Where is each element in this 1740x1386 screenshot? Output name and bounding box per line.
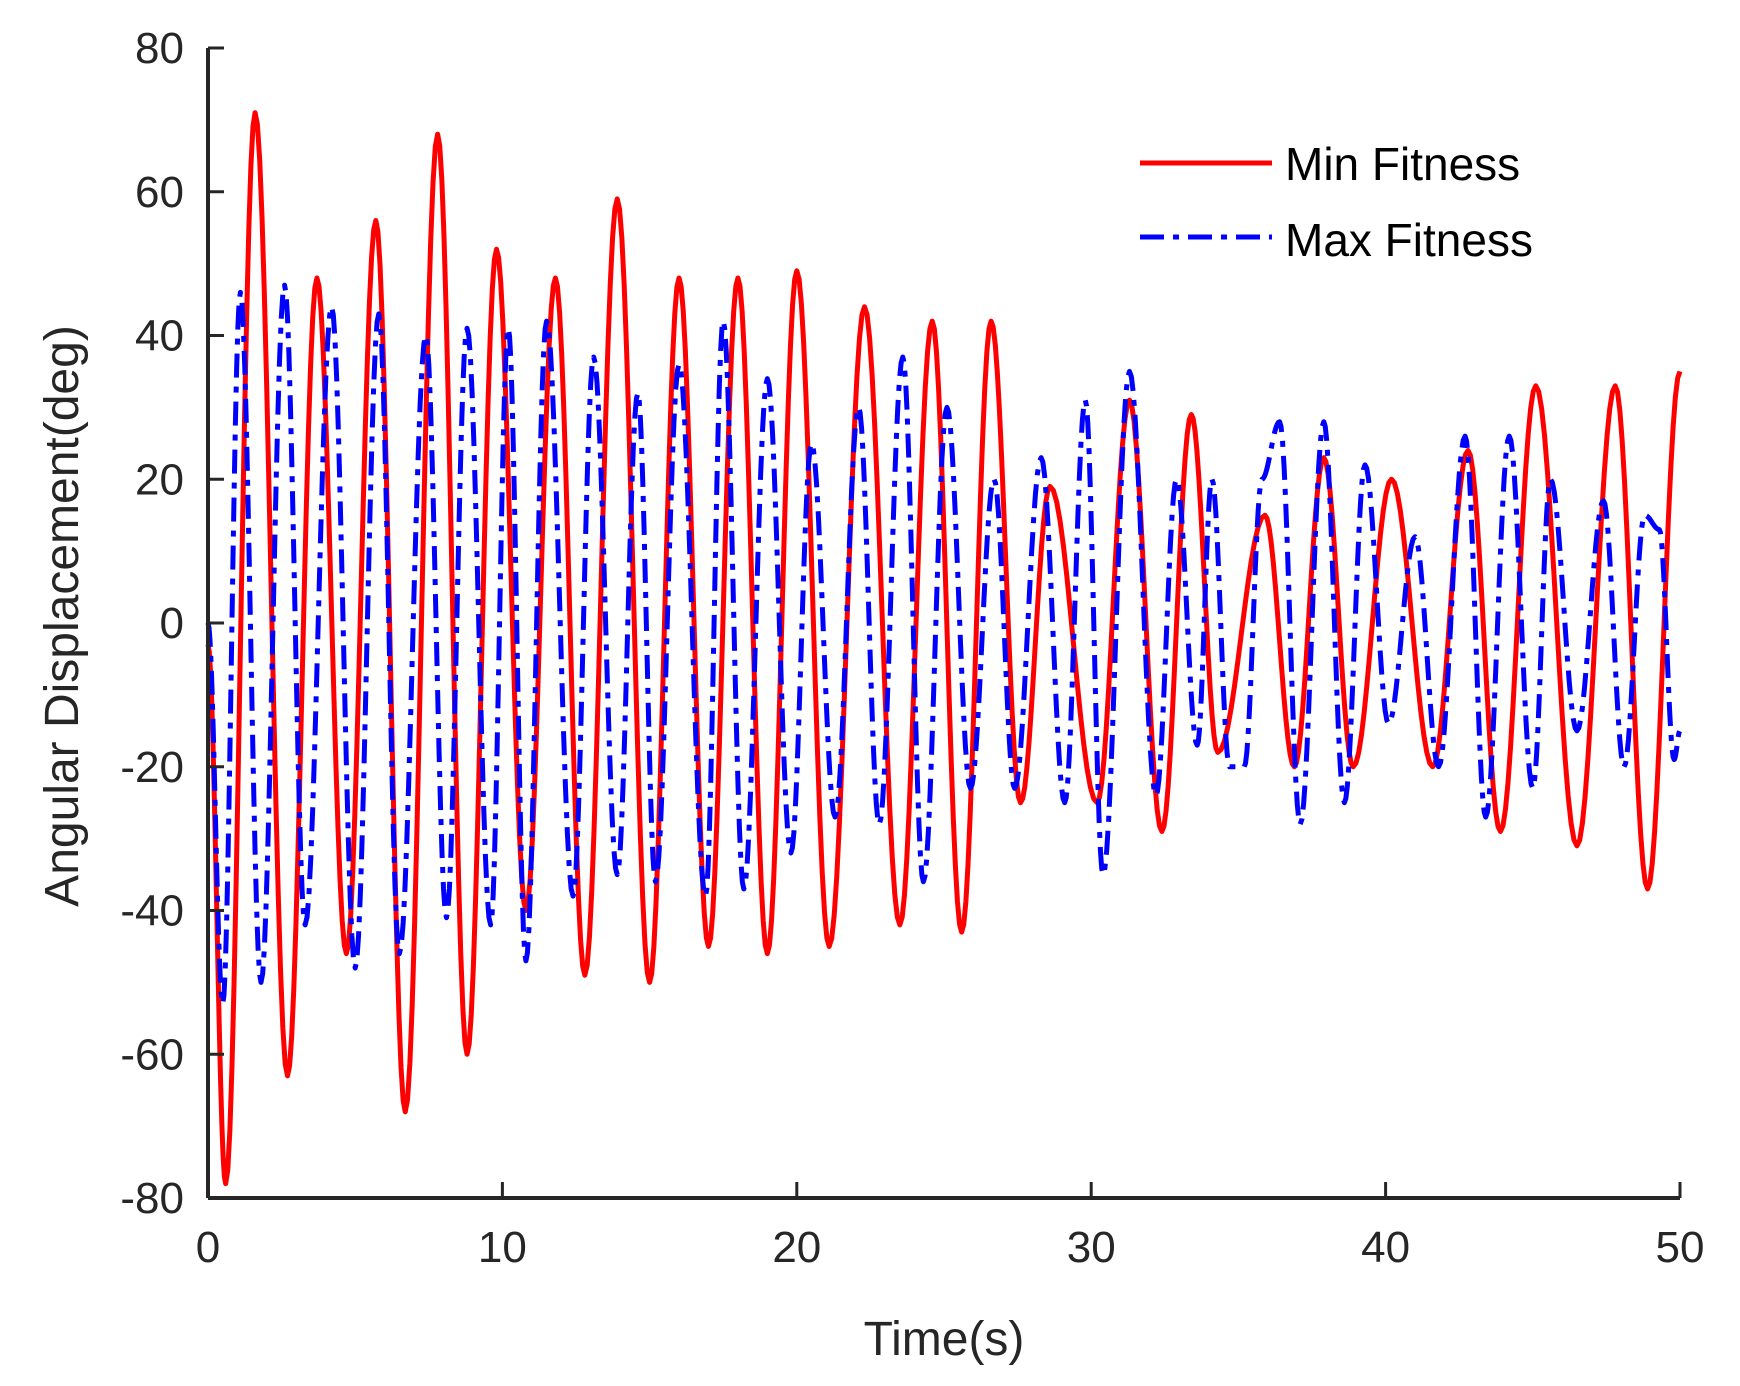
y-tick-label: 0 bbox=[160, 599, 184, 648]
series-line-max-fitness bbox=[205, 282, 1683, 1007]
y-tick-label: 20 bbox=[135, 455, 184, 504]
x-tick-label: 0 bbox=[196, 1223, 220, 1272]
y-tick-label: 40 bbox=[135, 312, 184, 361]
y-tick-label: -20 bbox=[120, 743, 184, 792]
x-tick-label: 20 bbox=[772, 1223, 821, 1272]
y-tick-label: 80 bbox=[135, 24, 184, 73]
y-tick-label: -80 bbox=[120, 1174, 184, 1223]
y-tick-label: -60 bbox=[120, 1030, 184, 1079]
y-tick-label: 60 bbox=[135, 168, 184, 217]
series-line-min-fitness bbox=[205, 110, 1683, 1187]
x-tick-label: 40 bbox=[1361, 1223, 1410, 1272]
plot-area: 0 10 20 30 40 50 80 60 40 20 0 -20 -40 -60 -80 bbox=[120, 24, 1704, 1272]
legend-label-min-fitness: Min Fitness bbox=[1285, 138, 1520, 190]
y-axis-title: Angular Displacement(deg) bbox=[36, 325, 89, 907]
series-layer bbox=[205, 110, 1683, 1187]
legend: Min Fitness Max Fitness bbox=[1140, 138, 1533, 266]
legend-label-max-fitness: Max Fitness bbox=[1285, 214, 1533, 266]
y-tick-label: -40 bbox=[120, 887, 184, 936]
x-tick-label: 30 bbox=[1067, 1223, 1116, 1272]
x-tick-label: 10 bbox=[478, 1223, 527, 1272]
ticks-layer: 0 10 20 30 40 50 80 60 40 20 0 -20 -40 -60 -80 bbox=[120, 24, 1704, 1272]
x-tick-label: 50 bbox=[1656, 1223, 1705, 1272]
x-axis-title: Time(s) bbox=[864, 1313, 1025, 1366]
